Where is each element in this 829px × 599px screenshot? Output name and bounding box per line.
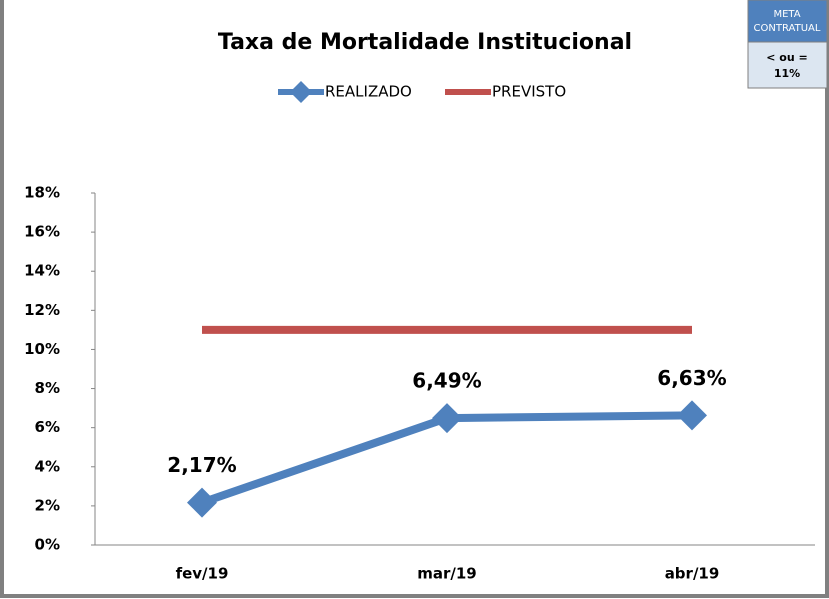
legend-label: REALIZADO — [325, 83, 412, 101]
marker — [432, 403, 462, 434]
marker — [187, 487, 217, 518]
meta-header-box — [747, 0, 828, 43]
y-tick-label: 0% — [35, 536, 60, 554]
meta-body-box — [747, 41, 828, 89]
y-tick-label: 8% — [35, 379, 60, 397]
legend-label: PREVISTO — [492, 83, 566, 101]
y-tick-label: 16% — [24, 223, 60, 241]
meta-header: CONTRATUAL — [754, 23, 821, 34]
y-tick-label: 6% — [35, 418, 60, 436]
y-tick-label: 10% — [24, 340, 60, 358]
legend-marker — [290, 81, 312, 103]
y-tick-label: 14% — [24, 262, 60, 280]
chart-title: Taxa de Mortalidade Institucional — [218, 30, 632, 55]
y-tick-label: 12% — [24, 301, 60, 319]
meta-header: META — [773, 9, 800, 20]
y-tick-label: 2% — [35, 496, 60, 514]
meta-body: 11% — [774, 67, 800, 80]
y-tick-label: 18% — [24, 184, 60, 202]
y-tick-label: 4% — [35, 457, 60, 475]
x-tick-label: fev/19 — [176, 565, 229, 583]
x-tick-label: abr/19 — [665, 565, 720, 583]
data-label: 6,49% — [412, 369, 481, 393]
data-label: 2,17% — [167, 453, 236, 477]
x-tick-label: mar/19 — [417, 565, 477, 583]
meta-body: < ou = — [766, 51, 807, 64]
marker — [677, 400, 707, 431]
data-label: 6,63% — [657, 366, 726, 390]
